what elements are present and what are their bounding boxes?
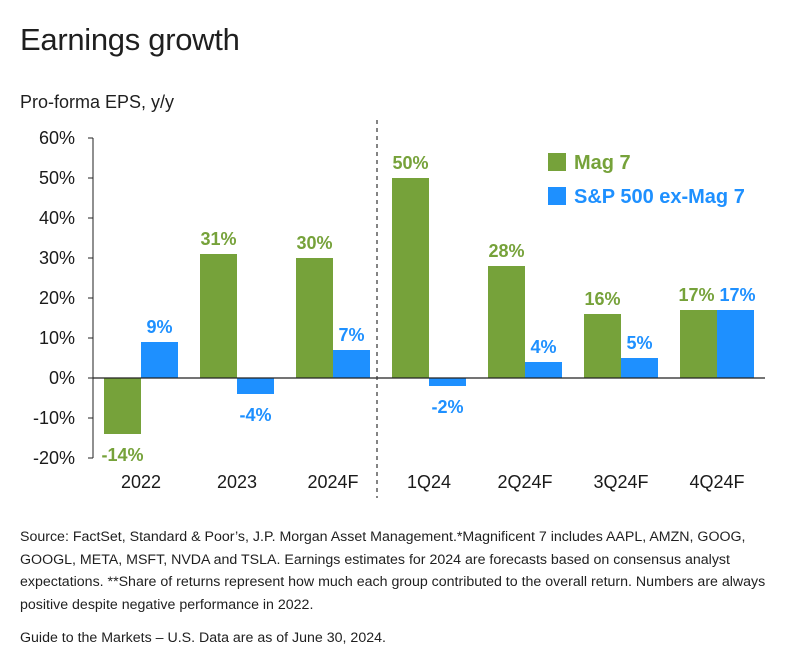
data-label-sp500-ex-mag7: 9% xyxy=(146,317,172,337)
bar-mag7 xyxy=(680,310,717,378)
data-label-mag7: 31% xyxy=(200,229,236,249)
x-tick-label: 3Q24F xyxy=(593,472,648,492)
y-tick-label: -10% xyxy=(33,408,75,428)
source-footnote: Source: FactSet, Standard & Poor’s, J.P.… xyxy=(20,529,766,613)
bar-mag7 xyxy=(296,258,333,378)
y-tick-label: 50% xyxy=(39,168,75,188)
x-tick-label: 1Q24 xyxy=(407,472,451,492)
bar-mag7 xyxy=(488,266,525,378)
data-label-sp500-ex-mag7: 4% xyxy=(530,337,556,357)
data-label-sp500-ex-mag7: -4% xyxy=(239,405,271,425)
data-label-sp500-ex-mag7: -2% xyxy=(431,397,463,417)
data-label-sp500-ex-mag7: 17% xyxy=(719,285,755,305)
legend-label-sp500-ex-mag7: S&P 500 ex-Mag 7 xyxy=(574,186,745,208)
bar-mag7 xyxy=(584,314,621,378)
bar-mag7 xyxy=(392,178,429,378)
y-tick-label: 20% xyxy=(39,288,75,308)
data-label-sp500-ex-mag7: 7% xyxy=(338,325,364,345)
legend-swatch-mag7 xyxy=(548,153,566,171)
bar-sp500-ex-mag7 xyxy=(429,378,466,386)
x-tick-label: 4Q24F xyxy=(689,472,744,492)
y-tick-label: 60% xyxy=(39,128,75,148)
bar-sp500-ex-mag7 xyxy=(237,378,274,394)
data-label-mag7: -14% xyxy=(101,445,143,465)
data-label-mag7: 17% xyxy=(678,285,714,305)
bar-sp500-ex-mag7 xyxy=(141,342,178,378)
y-tick-label: 30% xyxy=(39,248,75,268)
data-label-mag7: 50% xyxy=(392,153,428,173)
y-tick-label: -20% xyxy=(33,448,75,468)
y-tick-label: 0% xyxy=(49,368,75,388)
bar-sp500-ex-mag7 xyxy=(333,350,370,378)
bar-sp500-ex-mag7 xyxy=(717,310,754,378)
x-tick-label: 2023 xyxy=(217,472,257,492)
x-tick-label: 2022 xyxy=(121,472,161,492)
data-label-mag7: 28% xyxy=(488,241,524,261)
legend-swatch-sp500-ex-mag7 xyxy=(548,187,566,205)
x-tick-label: 2Q24F xyxy=(497,472,552,492)
x-tick-label: 2024F xyxy=(307,472,358,492)
chart-subtitle: Pro-forma EPS, y/y xyxy=(20,92,175,112)
data-label-mag7: 16% xyxy=(584,289,620,309)
legend-label-mag7: Mag 7 xyxy=(574,152,631,174)
guide-footnote: Guide to the Markets – U.S. Data are as … xyxy=(20,630,386,646)
bar-mag7 xyxy=(104,378,141,434)
data-label-mag7: 30% xyxy=(296,233,332,253)
page-title: Earnings growth xyxy=(20,22,240,57)
data-label-sp500-ex-mag7: 5% xyxy=(626,333,652,353)
y-tick-label: 10% xyxy=(39,328,75,348)
earnings-growth-chart: -20% -10% 0% 10% 20% 30% 40% 50% 60% -14% 31% 30% 50… xyxy=(33,120,765,498)
bar-mag7 xyxy=(200,254,237,378)
y-tick-label: 40% xyxy=(39,208,75,228)
bar-sp500-ex-mag7 xyxy=(525,362,562,378)
bar-sp500-ex-mag7 xyxy=(621,358,658,378)
